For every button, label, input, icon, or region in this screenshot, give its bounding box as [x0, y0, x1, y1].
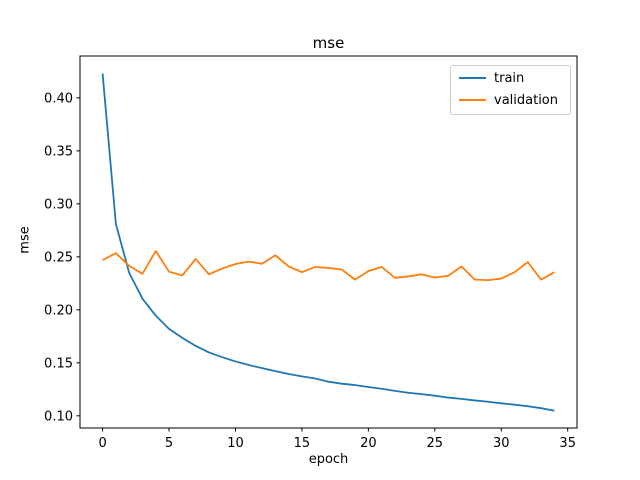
x-tick-label-30: 30	[493, 436, 510, 451]
y-tick-label-0.20: 0.20	[44, 303, 73, 318]
y-tick-label-0.40: 0.40	[44, 91, 73, 106]
chart-title: mse	[312, 34, 345, 52]
y-tick-label-0.10: 0.10	[44, 409, 73, 424]
x-axis-label: epoch	[308, 452, 349, 467]
x-tick-label-35: 35	[559, 436, 576, 451]
validation-line-swatch	[459, 98, 486, 102]
legend-entry-train: train	[459, 70, 558, 86]
y-tick-label-0.15: 0.15	[44, 356, 73, 371]
legend-entry-validation: validation	[459, 92, 558, 108]
y-tick-label-0.30: 0.30	[44, 197, 73, 212]
train-line-swatch	[459, 76, 486, 80]
legend: train validation	[450, 65, 572, 115]
y-axis-label: mse	[17, 226, 33, 254]
x-tick-label-5: 5	[165, 436, 173, 451]
x-tick-label-20: 20	[360, 436, 377, 451]
validation-line	[102, 250, 555, 282]
train-line	[101, 73, 555, 412]
y-tick-label-0.25: 0.25	[44, 250, 73, 265]
legend-label-validation: validation	[494, 92, 559, 108]
x-tick-label-0: 0	[98, 436, 106, 451]
legend-label-train: train	[494, 70, 525, 86]
axes-spines	[79, 55, 578, 429]
x-tick-label-15: 15	[294, 436, 311, 451]
x-tick-label-10: 10	[227, 436, 244, 451]
y-tick-label-0.35: 0.35	[44, 144, 73, 159]
x-tick-label-25: 25	[427, 436, 444, 451]
